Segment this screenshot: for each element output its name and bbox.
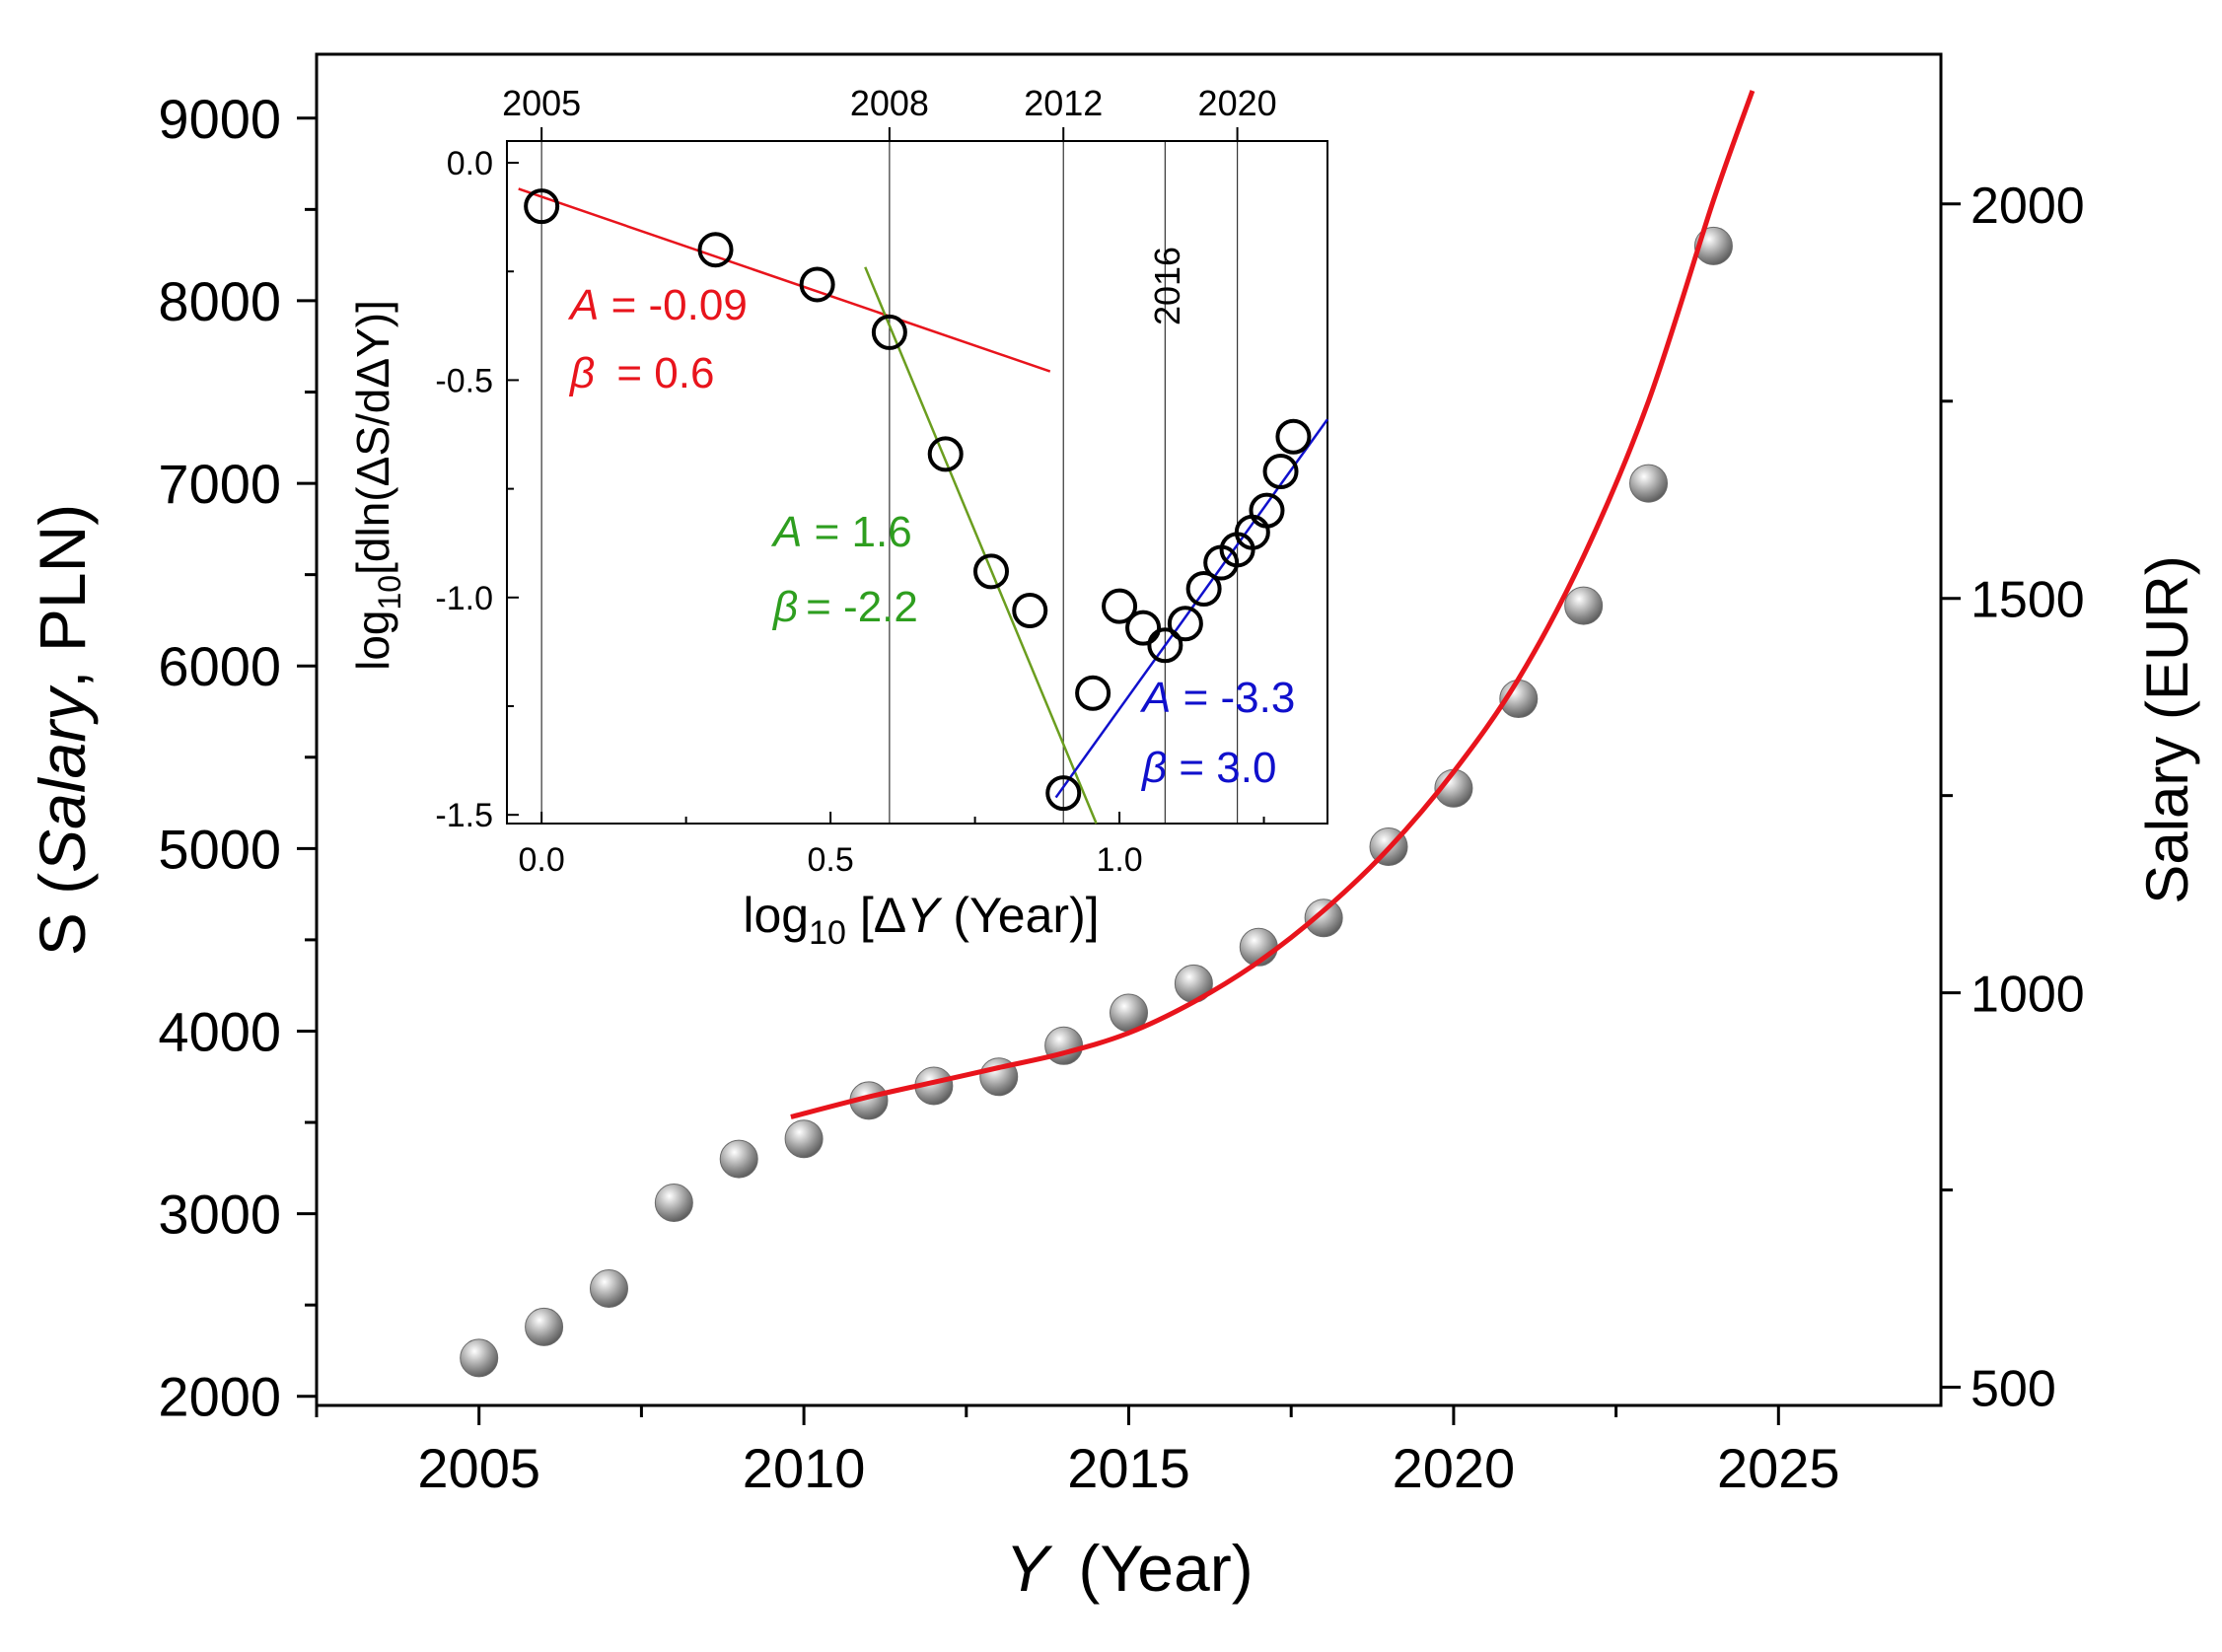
- inset-data-point: [871, 314, 907, 350]
- main-y-tick-label: 4000: [158, 1000, 281, 1062]
- main-x-axis-title: Y (Year): [1005, 1532, 1253, 1605]
- main-x-tick-label: 2015: [1067, 1437, 1190, 1499]
- main-y-tick-label: 9000: [158, 88, 281, 150]
- inset-x-tick-label: 0.5: [807, 841, 853, 879]
- fit-green-beta-label: β = -2.2: [771, 583, 918, 631]
- main-y2-tick-label: 1500: [1971, 572, 2085, 629]
- inset-x-axis: 0.0 0.5 1.0: [519, 812, 1265, 879]
- main-data-point: [1304, 898, 1343, 938]
- inset-data-point: [1185, 570, 1222, 607]
- main-y2-tick-label: 1000: [1971, 967, 2085, 1024]
- inset-data-point: [1125, 610, 1162, 646]
- inset-data-point: [697, 232, 734, 268]
- inset-y-tick-label: -0.5: [435, 362, 493, 399]
- main-data-point: [525, 1307, 564, 1346]
- fit-red-a-label: A = -0.09: [567, 281, 748, 329]
- fit-blue-a-label: A = -3.3: [1139, 674, 1295, 722]
- inset-y-tick-label: -1.5: [435, 797, 493, 834]
- inset-y-tick-label: 0.0: [447, 145, 493, 182]
- inset-data-points: [524, 188, 1312, 812]
- main-y-axis: 2000 3000 4000 5000 6000 7000 8000 9000: [158, 88, 317, 1428]
- main-y2-axis-title: Salary (EUR): [2134, 555, 2200, 903]
- inset-data-point: [1075, 675, 1111, 711]
- inset-data-point: [1275, 418, 1312, 455]
- inset-data-point: [799, 266, 835, 303]
- inset-chart: 0.0 0.5 1.0 0.0-0.5-1.0-1.5 2005 2008 2012 20…: [347, 83, 1329, 952]
- main-data-point: [589, 1269, 628, 1309]
- inset-2016-label: 2016: [1147, 247, 1187, 325]
- main-y2-axis: 500 1000 1500 2000: [1941, 178, 2085, 1417]
- inset-plot-frame: [506, 140, 1328, 825]
- main-data-points: [460, 226, 1733, 1378]
- main-y2-tick-label: 2000: [1971, 178, 2085, 235]
- inset-data-point: [1262, 453, 1299, 489]
- inset-data-point: [1012, 593, 1048, 629]
- fit-green-a-label: A = 1.6: [770, 508, 912, 556]
- inset-y-axis-title: log10[dln(ΔS/dΔY)]: [347, 300, 407, 671]
- main-fit-curve: [790, 90, 1756, 1119]
- inset-data-point: [1249, 492, 1285, 529]
- inset-top-tick-label: 2008: [850, 83, 929, 123]
- main-data-point: [1564, 586, 1604, 625]
- main-chart: 2005 2010 2015 2020 2025 2000 3000 4000 5000 600…: [26, 52, 2200, 1605]
- inset-x-axis-title: log10 [ΔY (Year)]: [743, 888, 1099, 952]
- inset-data-point: [1045, 775, 1082, 812]
- main-y-tick-label: 5000: [158, 818, 281, 880]
- main-x-axis: 2005 2010 2015 2020 2025: [315, 1405, 1840, 1499]
- inset-top-tick-label: 2005: [502, 83, 581, 123]
- main-y-tick-label: 7000: [158, 453, 281, 515]
- inset-plot-area: [507, 141, 1327, 824]
- inset-fit-line: [864, 266, 1098, 825]
- fit-red-beta-label: β = 0.6: [568, 349, 714, 397]
- main-y2-tick-label: 500: [1971, 1360, 2056, 1417]
- inset-top-tick-label: 2012: [1024, 83, 1103, 123]
- main-data-point: [460, 1338, 499, 1378]
- inset-x-tick-label: 0.0: [519, 841, 565, 879]
- inset-year-lines: [540, 141, 1239, 824]
- inset-x-tick-label: 1.0: [1096, 841, 1142, 879]
- fit-blue-beta-label: β = 3.0: [1140, 744, 1276, 792]
- main-x-tick-label: 2020: [1393, 1437, 1516, 1499]
- main-y-tick-label: 6000: [158, 635, 281, 697]
- main-x-tick-label: 2005: [417, 1437, 540, 1499]
- main-y-tick-label: 2000: [158, 1366, 281, 1428]
- main-y-axis-title: S (Salary, PLN): [26, 504, 99, 956]
- inset-data-point: [524, 188, 560, 225]
- main-y-tick-label: 8000: [158, 270, 281, 332]
- inset-fit-line: [518, 187, 1051, 373]
- inset-data-point: [1102, 588, 1138, 624]
- inset-y-tick-label: -1.0: [435, 580, 493, 617]
- inset-top-year-axis: 2005 2008 2012 2020: [502, 83, 1277, 141]
- inset-data-point: [972, 553, 1009, 590]
- main-data-point: [1629, 464, 1669, 503]
- inset-data-point: [1167, 606, 1203, 642]
- inset-top-tick-label: 2020: [1198, 83, 1277, 123]
- main-x-tick-label: 2025: [1717, 1437, 1840, 1499]
- inset-data-point: [1147, 627, 1183, 664]
- main-x-tick-label: 2010: [743, 1437, 866, 1499]
- main-y-tick-label: 3000: [158, 1184, 281, 1246]
- main-data-point: [719, 1139, 758, 1179]
- main-data-point: [654, 1184, 693, 1222]
- main-data-point: [784, 1119, 824, 1159]
- inset-data-point: [927, 436, 964, 472]
- inset-y-axis: 0.0 -0.5 -1.0 -1.5: [435, 145, 519, 834]
